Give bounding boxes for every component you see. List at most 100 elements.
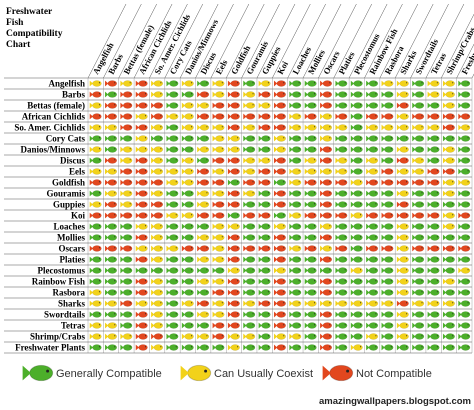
fish-body [107, 201, 117, 208]
fish-tail [442, 146, 447, 153]
fish-eye [191, 203, 193, 205]
fish-icon [427, 113, 440, 120]
fish-icon [381, 91, 394, 98]
fish-body [430, 278, 440, 285]
fish-icon [105, 212, 117, 219]
fish-eye [344, 115, 346, 117]
fish-icon [366, 245, 379, 252]
fish-tail [335, 190, 339, 197]
fish-icon [320, 124, 333, 131]
fish-icon [381, 201, 394, 208]
fish-tail [442, 201, 447, 208]
fish-eye [344, 346, 346, 348]
fish-body [399, 223, 409, 230]
fish-icon [197, 146, 210, 153]
fish-eye [175, 126, 177, 128]
fish-body [430, 124, 440, 131]
fish-tail [412, 102, 416, 109]
fish-icon [427, 278, 440, 285]
fish-icon [396, 289, 409, 296]
fish-eye [467, 346, 469, 348]
fish-icon [289, 311, 302, 318]
fish-eye [191, 159, 193, 161]
fish-body [368, 80, 379, 87]
fish-body [329, 364, 354, 382]
fish-eye [175, 324, 177, 326]
fish-icon [335, 168, 348, 175]
fish-tail [120, 168, 124, 175]
fish-icon [166, 157, 179, 164]
fish-body [276, 333, 286, 340]
fish-eye [252, 148, 254, 150]
fish-body [368, 91, 379, 98]
fish-icon [105, 168, 117, 175]
fish-eye [344, 104, 346, 106]
fish-eye [421, 170, 423, 172]
fish-tail [227, 311, 232, 318]
fish-eye [283, 203, 285, 205]
fish-eye [421, 247, 423, 249]
fish-tail [197, 223, 201, 230]
fish-icon [381, 256, 394, 263]
fish-body [92, 311, 102, 318]
fish-icon [442, 179, 455, 186]
fish-tail [396, 124, 401, 131]
fish-eye [313, 203, 316, 205]
fish-body [291, 113, 302, 120]
fish-icon [335, 234, 348, 241]
fish-body [307, 113, 317, 120]
fish-body [107, 113, 117, 120]
fish-tail [381, 91, 385, 98]
fish-body [276, 234, 286, 241]
fish-icon [366, 124, 379, 131]
fish-body [414, 311, 425, 318]
fish-eye [313, 170, 316, 172]
fish-tail [258, 135, 262, 142]
fish-body [184, 102, 194, 109]
fish-body [399, 344, 409, 351]
fish-tail [442, 212, 447, 219]
fish-eye [252, 225, 254, 227]
fish-eye [252, 170, 254, 172]
fish-tail [120, 212, 124, 219]
fish-eye [206, 159, 208, 161]
fish-eye [191, 346, 193, 348]
fish-eye [452, 247, 454, 249]
fish-body [261, 300, 271, 307]
fish-body [153, 113, 164, 120]
fish-icon [381, 157, 394, 164]
fish-eye [298, 225, 300, 227]
fish-icon [212, 245, 225, 252]
fish-icon [212, 168, 225, 175]
fish-icon [274, 311, 286, 318]
fish-tail [304, 201, 308, 208]
fish-tail [105, 300, 109, 307]
fish-eye [237, 214, 239, 216]
fish-body [399, 256, 409, 263]
fish-icon [120, 311, 133, 318]
fish-body [199, 102, 210, 109]
fish-eye [267, 159, 269, 161]
fish-icon [151, 91, 164, 98]
fish-tail [335, 223, 339, 230]
fish-icon [274, 300, 286, 307]
fish-tail [396, 91, 401, 98]
fish-icon [412, 311, 425, 318]
fish-icon [304, 223, 317, 230]
fish-eye [421, 269, 423, 271]
fish-icon [89, 256, 102, 263]
fish-tail [135, 190, 140, 197]
fish-eye [175, 280, 177, 282]
fish-body [261, 322, 271, 329]
fish-tail [197, 289, 201, 296]
fish-tail [427, 344, 431, 351]
fish-eye [421, 93, 423, 95]
fish-eye [359, 126, 362, 128]
fish-body [153, 146, 164, 153]
fish-tail [412, 179, 416, 186]
fish-icon [396, 333, 409, 340]
fish-eye [421, 335, 423, 337]
fish-icon [135, 223, 148, 230]
fish-eye [252, 104, 254, 106]
